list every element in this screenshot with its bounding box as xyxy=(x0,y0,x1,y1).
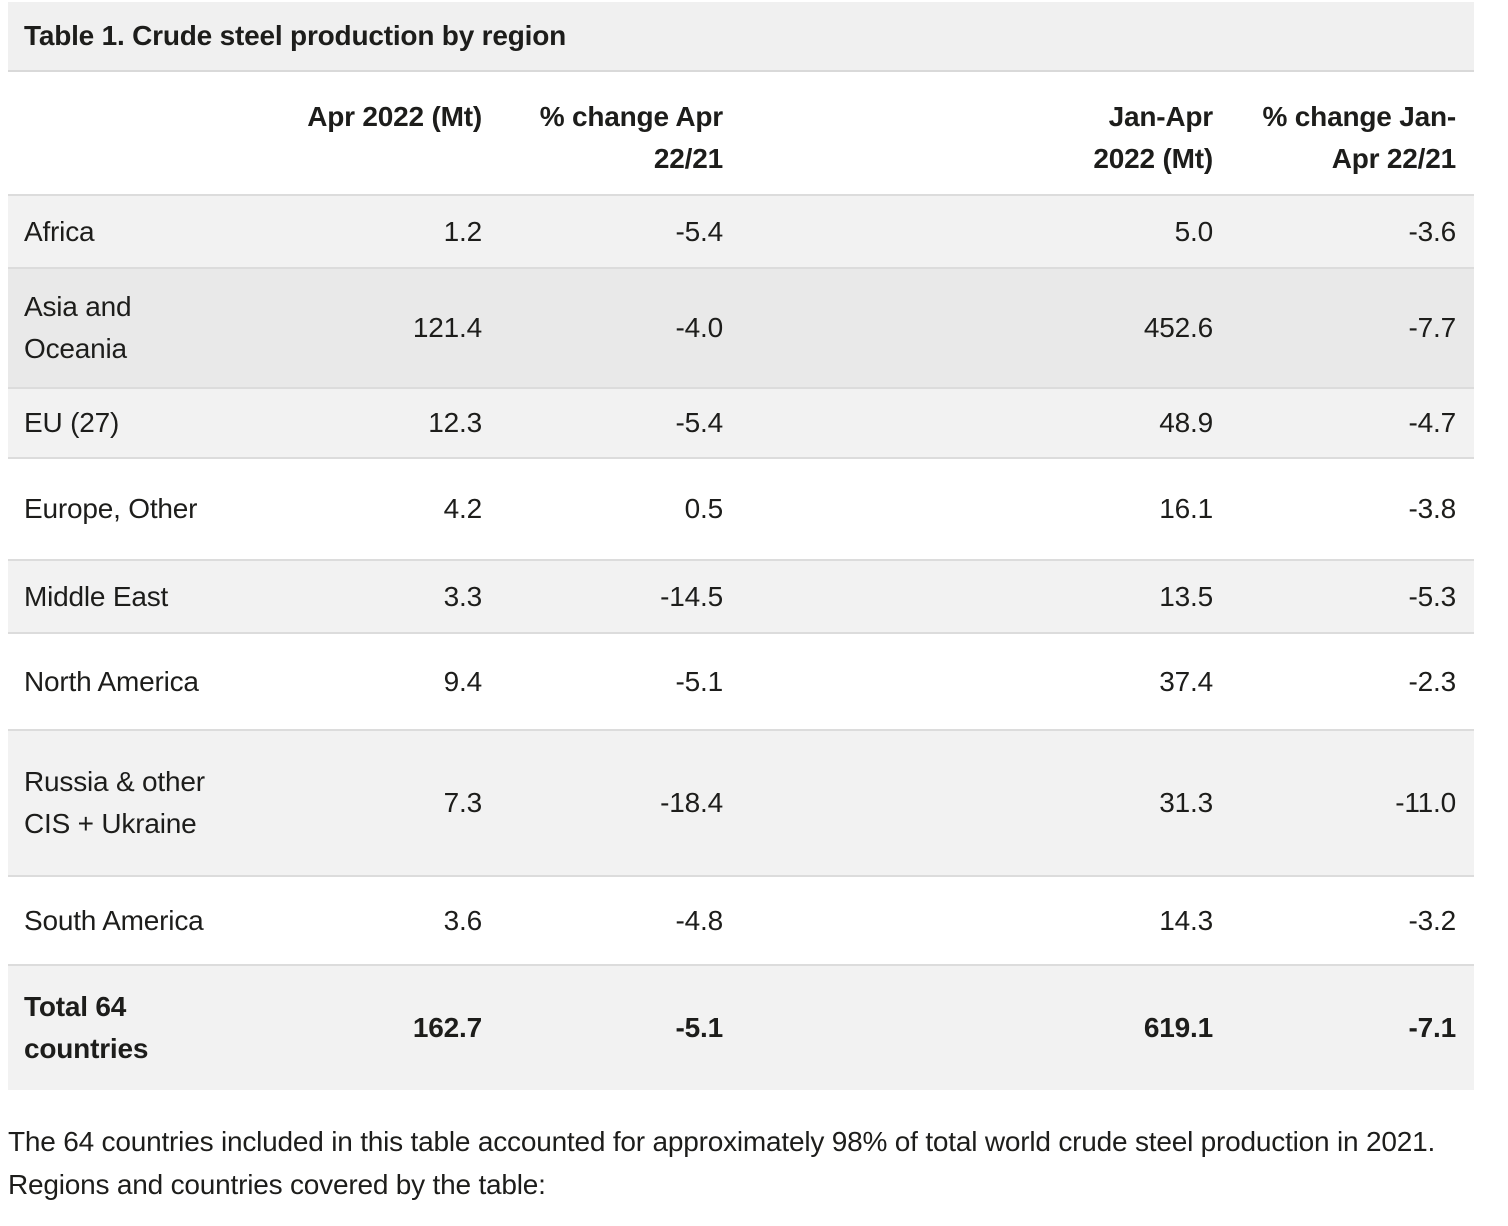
header-pct-change-jan-apr: % change Jan- Apr 22/21 xyxy=(1262,101,1457,174)
table-footnote: The 64 countries included in this table … xyxy=(8,1120,1474,1206)
region-cell: Total 64 countries xyxy=(24,991,149,1064)
header-jan-apr-2022: Jan-Apr 2022 (Mt) xyxy=(1093,101,1213,174)
crude-steel-table: Table 1. Crude steel production by regio… xyxy=(8,2,1474,1090)
apr-2022-cell: 121.4 xyxy=(412,312,482,343)
table-row-total-64-countries: Total 64 countries 162.7 -5.1 619.1 -7.1 xyxy=(8,964,1474,1090)
jan-apr-2022-cell: 31.3 xyxy=(1159,787,1213,818)
chg-jan-apr-cell: -7.1 xyxy=(1408,1012,1457,1043)
chg-jan-apr-cell: -3.6 xyxy=(1408,215,1457,247)
chg-apr-cell: -5.4 xyxy=(675,407,724,438)
chg-apr-cell: -4.0 xyxy=(675,312,724,343)
table-title: Table 1. Crude steel production by regio… xyxy=(8,2,1474,72)
apr-2022-cell: 12.3 xyxy=(428,407,482,438)
chg-apr-cell: -5.4 xyxy=(675,215,724,247)
chg-apr-cell: 0.5 xyxy=(684,493,724,524)
table-row-europe-other: Europe, Other 4.2 0.5 16.1 -3.8 xyxy=(8,457,1474,559)
table-row-north-america: North America 9.4 -5.1 37.4 -2.3 xyxy=(8,632,1474,729)
region-cell: Asia and Oceania xyxy=(24,291,132,364)
chg-jan-apr-cell: -3.2 xyxy=(1408,904,1457,936)
region-cell: Middle East xyxy=(24,580,169,612)
chg-apr-cell: -14.5 xyxy=(660,580,723,612)
table-row-south-america: South America 3.6 -4.8 14.3 -3.2 xyxy=(8,875,1474,964)
chg-jan-apr-cell: -11.0 xyxy=(1395,787,1456,818)
region-cell: EU (27) xyxy=(24,407,120,438)
table-header-row: Apr 2022 (Mt) % change Apr 22/21 Jan-Apr… xyxy=(8,72,1474,194)
chg-jan-apr-cell: -3.8 xyxy=(1408,493,1457,524)
region-cell: North America xyxy=(24,665,199,697)
apr-2022-cell: 4.2 xyxy=(443,493,483,524)
jan-apr-2022-cell: 16.1 xyxy=(1159,493,1213,524)
apr-2022-cell: 7.3 xyxy=(443,787,483,818)
chg-jan-apr-cell: -4.7 xyxy=(1408,407,1457,438)
header-pct-change-apr: % change Apr 22/21 xyxy=(539,101,723,174)
region-cell: Europe, Other xyxy=(24,493,198,524)
jan-apr-2022-cell: 619.1 xyxy=(1143,1012,1213,1043)
table-row-eu-27: EU (27) 12.3 -5.4 48.9 -4.7 xyxy=(8,387,1474,457)
apr-2022-cell: 162.7 xyxy=(412,1012,482,1043)
apr-2022-cell: 3.3 xyxy=(443,580,483,612)
jan-apr-2022-cell: 452.6 xyxy=(1143,312,1213,343)
footnote-line-1: The 64 countries included in this table … xyxy=(8,1126,1436,1157)
table-row-africa: Africa 1.2 -5.4 5.0 -3.6 xyxy=(8,194,1474,267)
table-row-middle-east: Middle East 3.3 -14.5 13.5 -5.3 xyxy=(8,559,1474,632)
apr-2022-cell: 9.4 xyxy=(443,665,483,697)
chg-apr-cell: -5.1 xyxy=(675,665,724,697)
chg-jan-apr-cell: -7.7 xyxy=(1408,312,1457,343)
chg-apr-cell: -5.1 xyxy=(675,1012,724,1043)
footnote-line-2: Regions and countries covered by the tab… xyxy=(8,1169,546,1200)
header-apr-2022: Apr 2022 (Mt) xyxy=(307,101,482,132)
chg-jan-apr-cell: -2.3 xyxy=(1408,665,1457,697)
chg-apr-cell: -18.4 xyxy=(660,787,723,818)
chg-jan-apr-cell: -5.3 xyxy=(1408,580,1457,612)
jan-apr-2022-cell: 37.4 xyxy=(1159,665,1213,697)
apr-2022-cell: 1.2 xyxy=(443,215,483,247)
table-row-asia-oceania: Asia and Oceania 121.4 -4.0 452.6 -7.7 xyxy=(8,267,1474,387)
jan-apr-2022-cell: 5.0 xyxy=(1174,215,1214,247)
chg-apr-cell: -4.8 xyxy=(675,904,724,936)
jan-apr-2022-cell: 13.5 xyxy=(1159,580,1213,612)
table-row-russia-cis-ukraine: Russia & other CIS + Ukraine 7.3 -18.4 3… xyxy=(8,729,1474,875)
apr-2022-cell: 3.6 xyxy=(443,904,483,936)
region-cell: Russia & other CIS + Ukraine xyxy=(24,766,205,839)
region-cell: South America xyxy=(24,904,204,936)
header-region xyxy=(8,72,224,96)
jan-apr-2022-cell: 48.9 xyxy=(1159,407,1213,438)
jan-apr-2022-cell: 14.3 xyxy=(1159,904,1213,936)
region-cell: Africa xyxy=(24,215,95,247)
